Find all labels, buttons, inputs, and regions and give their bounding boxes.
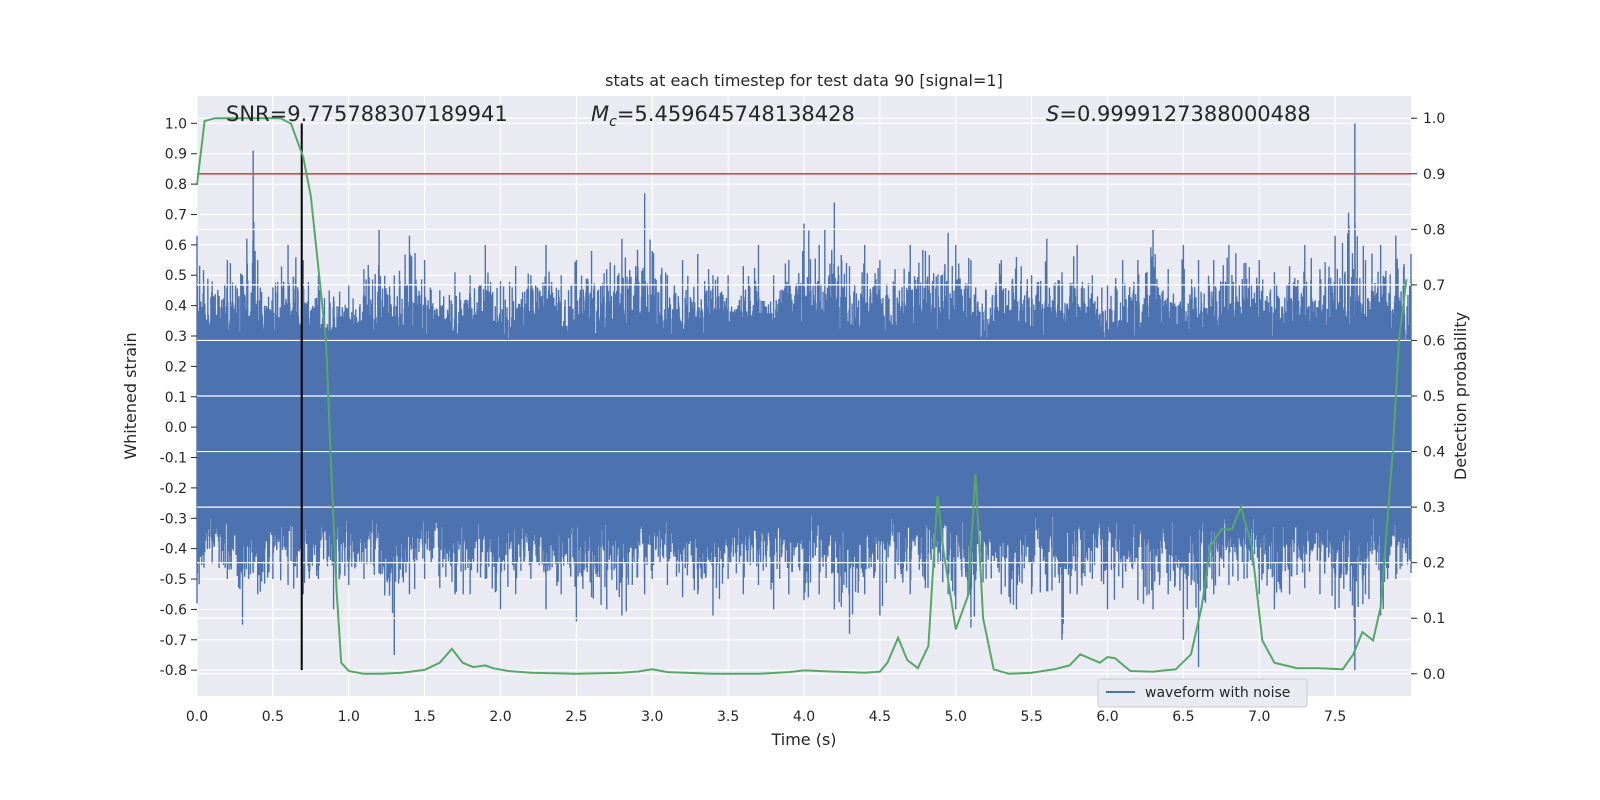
- legend-entry: waveform with noise: [1145, 685, 1290, 701]
- chirp-mass-annotation: Mc=5.459645748138428: [591, 102, 855, 130]
- y-tick-label: -0.5: [160, 572, 187, 588]
- x-tick-label: 2.5: [565, 709, 587, 725]
- y2-tick-label: 0.6: [1423, 333, 1445, 349]
- y-tick-label: -0.8: [160, 663, 187, 679]
- x-tick-label: 4.5: [869, 709, 891, 725]
- y2-tick-label: 0.0: [1423, 667, 1445, 683]
- y2-tick-label: 0.7: [1423, 278, 1445, 294]
- y-tick-label: 0.3: [165, 329, 187, 345]
- y-tick-label: -0.1: [160, 451, 187, 467]
- x-tick-label: 0.5: [262, 709, 284, 725]
- y-tick-label: 0.0: [165, 420, 187, 436]
- y-tick-label: 0.7: [165, 207, 187, 223]
- y-tick-label: -0.7: [160, 633, 187, 649]
- y-axis-label: Whitened strain: [121, 332, 140, 459]
- snr-annotation: SNR=9.775788307189941: [226, 102, 508, 126]
- x-tick-label: 2.0: [489, 709, 511, 725]
- x-tick-label: 4.0: [793, 709, 815, 725]
- x-tick-label: 6.5: [1172, 709, 1194, 725]
- x-tick-label: 0.0: [186, 709, 208, 725]
- y2-tick-label: 0.3: [1423, 500, 1445, 516]
- chart-title: stats at each timestep for test data 90 …: [605, 71, 1003, 90]
- x-axis-label: Time (s): [770, 730, 836, 749]
- detection-probability-line: [196, 117, 1408, 675]
- y-tick-label: 0.8: [165, 177, 187, 193]
- x-tick-label: 3.0: [641, 709, 663, 725]
- y-tick-label: 1.0: [165, 116, 187, 132]
- x-tick-label: 7.5: [1324, 709, 1346, 725]
- x-tick-label: 5.5: [1020, 709, 1042, 725]
- y-axis-ticks: -0.8 -0.7 -0.6 -0.5 -0.4 -0.3 -0.2 -0.1 0.0 0.1 0.…: [160, 116, 197, 679]
- y2-axis-label: Detection probability: [1451, 312, 1470, 480]
- y-tick-label: 0.2: [165, 359, 187, 375]
- y-tick-label: -0.6: [160, 602, 187, 618]
- y2-tick-label: 0.1: [1423, 611, 1445, 627]
- chirp-mass-value: =5.459645748138428: [617, 102, 855, 126]
- y-tick-label: 0.4: [165, 299, 187, 315]
- x-axis-ticks: 0.0 0.5 1.0 1.5 2.0 2.5 3.0 3.5 4.0 4.5 5.0 5.5 6.0 6…: [186, 709, 1346, 725]
- legend-box: [1097, 678, 1308, 708]
- y-tick-label: -0.2: [160, 481, 187, 497]
- y-tick-label: 0.6: [165, 238, 187, 254]
- s-symbol: S: [1046, 102, 1059, 126]
- s-annotation: S=0.9999127388000488: [1046, 102, 1311, 126]
- y2-tick-label: 0.8: [1423, 222, 1445, 238]
- y-tick-label: -0.4: [160, 542, 187, 558]
- x-tick-label: 6.0: [1096, 709, 1118, 725]
- y2-axis-ticks: 0.0 0.1 0.2 0.3 0.4 0.5 0.6 0.7 0.8 0.9 1.0: [1411, 111, 1445, 683]
- y2-tick-label: 0.2: [1423, 556, 1445, 572]
- legend: waveform with noise: [1097, 678, 1308, 708]
- x-tick-label: 5.0: [945, 709, 967, 725]
- chirp-mass-symbol: M: [591, 102, 609, 126]
- y-tick-label: 0.1: [165, 390, 187, 406]
- x-tick-label: 1.0: [338, 709, 360, 725]
- y2-tick-label: 1.0: [1423, 111, 1445, 127]
- s-value: =0.9999127388000488: [1059, 102, 1310, 126]
- x-tick-label: 3.5: [717, 709, 739, 725]
- strain-series: [196, 123, 1412, 671]
- y-tick-label: 0.9: [165, 147, 187, 163]
- y2-tick-label: 0.5: [1423, 389, 1445, 405]
- x-tick-label: 1.5: [413, 709, 435, 725]
- y2-tick-label: 0.4: [1423, 445, 1445, 461]
- y2-tick-label: 0.9: [1423, 167, 1445, 183]
- x-tick-label: 7.0: [1248, 709, 1270, 725]
- strain-core: [197, 345, 1411, 510]
- chirp-mass-subscript: c: [609, 114, 617, 130]
- y-tick-label: -0.3: [160, 511, 187, 527]
- y-tick-label: 0.5: [165, 268, 187, 284]
